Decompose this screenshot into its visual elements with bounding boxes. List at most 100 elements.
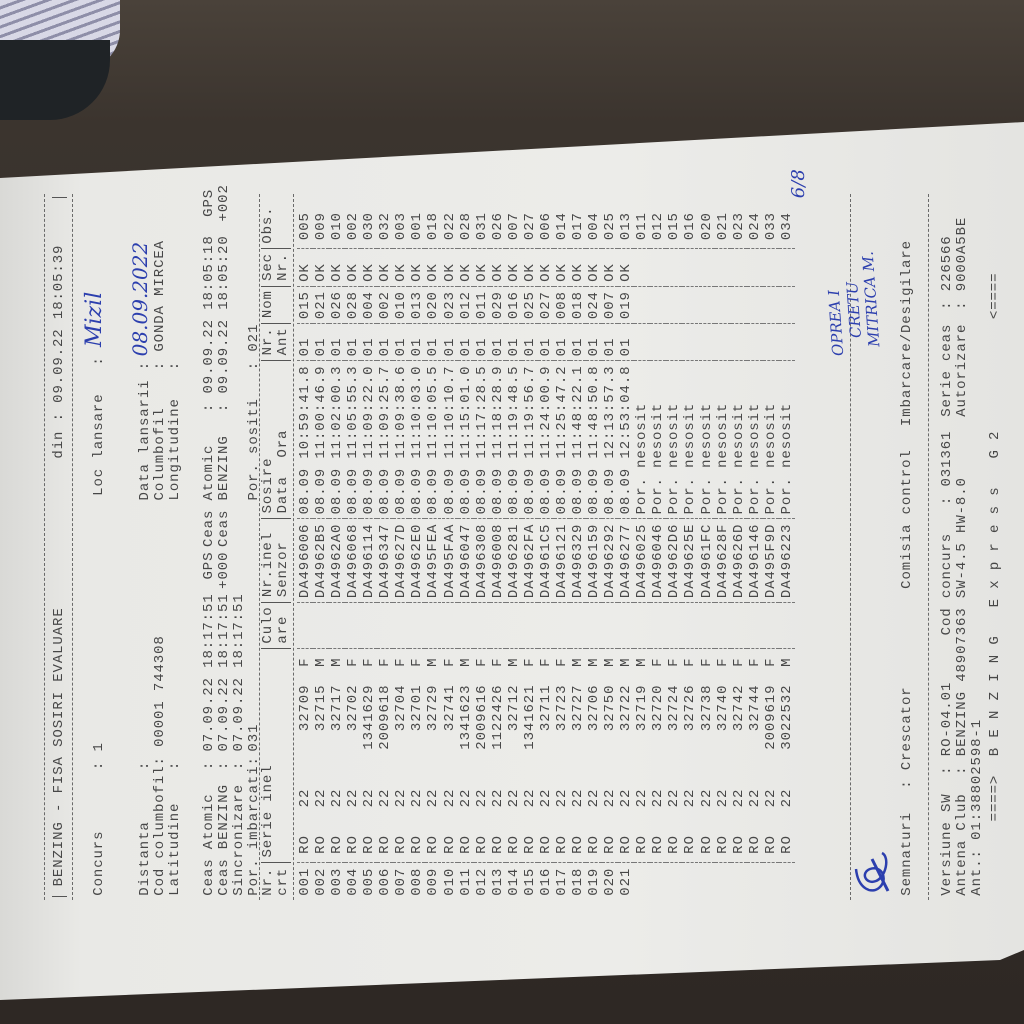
comisia-label: Comisia control [899, 449, 915, 589]
loc-lansare-colon: : [91, 356, 107, 366]
sensor-id: DA496292 [602, 523, 619, 599]
color-cell [489, 601, 506, 650]
observation: 009 [313, 212, 330, 241]
pigeon-sex: F [345, 657, 362, 667]
ring-year: 22 [473, 788, 490, 808]
pigeon-sex: F [714, 657, 731, 667]
table-header: Nr. crt Serie inel Culo are Nr.inel Senzor Sosi… [260, 145, 293, 905]
pigeon-sex: F [537, 657, 554, 667]
security-status: OK [570, 263, 587, 282]
arrival-time: 08.09 11:25:47.2 [553, 365, 570, 515]
divider [52, 895, 67, 897]
security-status: OK [586, 263, 603, 282]
observation: 031 [473, 212, 490, 241]
ring-number: 32701 [409, 684, 426, 732]
ring-country: RO [505, 835, 522, 854]
color-cell [329, 601, 346, 650]
sensor-id: DA4962FA [521, 523, 538, 599]
sensor-id: DA495F9D [762, 523, 779, 599]
column-header: Sec Nr. [260, 243, 291, 287]
table-row: RO 22 32720 F DA496046 Por. nesosit 012 [650, 145, 667, 905]
observation: 020 [698, 212, 715, 241]
ring-country: RO [570, 835, 587, 854]
ceas-benzing2-flag: +002 [216, 184, 232, 222]
loc-lansare-label: Loc lansare [91, 393, 107, 496]
imbarcare-label: Imbarcare/Desigilare [899, 240, 915, 427]
column-header-line1: Nr. [260, 867, 276, 896]
column-header-line2: crt [275, 867, 291, 896]
sensor-id: DA4962B5 [313, 523, 330, 599]
ring-number: 1341621 [521, 684, 538, 750]
color-cell [634, 601, 651, 650]
row-number: 014 [505, 867, 522, 896]
observation: 030 [361, 212, 378, 241]
ring-year: 22 [377, 788, 394, 808]
color-cell [714, 601, 731, 650]
security-status [634, 249, 650, 282]
sensor-id: DA496068 [345, 523, 362, 599]
antenna-number: 01 [521, 337, 538, 357]
columbofil-label: Columbofil [152, 407, 168, 501]
semnaturi-label: Semnaturi [899, 811, 915, 896]
ring-number: 32750 [602, 684, 619, 732]
security-status [650, 249, 666, 282]
ring-country: RO [489, 835, 506, 854]
table-row: 020 RO 22 32750 M DA496292 08.09 12:13:57.3 01 0… [602, 145, 619, 905]
security-status [779, 249, 795, 282]
ring-number: 2009619 [762, 684, 779, 750]
antenna-number [682, 328, 698, 356]
table-row: 008 RO 22 32701 F DA4962E0 08.09 11:10:03.0 01 0… [409, 145, 426, 905]
nom-number: 010 [393, 291, 410, 320]
observation: 023 [730, 212, 747, 241]
ring-country: RO [650, 835, 667, 854]
security-status: OK [377, 263, 394, 282]
row-number [747, 868, 763, 896]
sensor-id: DA49626D [730, 523, 747, 599]
ring-country: RO [393, 835, 410, 854]
antenna-number [731, 328, 747, 356]
table-row: 005 RO 22 1341629 F DA496114 08.09 11:09:22.0 0… [361, 145, 378, 905]
column-header-line2: Data Ora [275, 429, 291, 514]
ceas-atomic-flag: GPS [201, 551, 217, 580]
sensor-id: DA496308 [473, 523, 490, 599]
observation: 014 [553, 212, 570, 241]
row-number [650, 868, 666, 896]
pigeon-sex: M [457, 657, 474, 667]
ring-number: 1341629 [361, 684, 378, 750]
antenna-number: 01 [313, 337, 330, 357]
color-cell [762, 601, 779, 650]
row-number: 006 [377, 867, 394, 896]
arrival-time: 08.09 12:53:04.8 [618, 365, 635, 515]
column-header: Nr. Ant [260, 318, 291, 361]
ring-number: 32742 [730, 684, 747, 732]
color-cell [553, 601, 570, 650]
arrival-time: 08.09 11:02:00.3 [329, 365, 346, 515]
sensor-id: DA49628F [714, 523, 731, 599]
nom-number: 020 [425, 291, 442, 320]
color-cell [570, 601, 587, 650]
sensor-id: DA496006 [297, 523, 313, 599]
arrival-time: Por. nesosit [778, 402, 795, 515]
ring-number: 32717 [329, 684, 346, 732]
ring-year: 22 [762, 788, 779, 808]
color-cell [730, 601, 747, 650]
ring-number: 32720 [650, 684, 667, 732]
observation: 024 [746, 212, 763, 241]
table-row: 016 RO 22 32711 F DA4961C5 08.09 11:24:00.9 01 0… [537, 145, 554, 905]
observation: 027 [521, 212, 538, 241]
ring-number: 32744 [746, 684, 763, 732]
antena-label: Antena Club [954, 793, 970, 896]
color-cell [457, 601, 474, 650]
ring-year: 22 [650, 788, 667, 808]
ring-country: RO [313, 835, 330, 854]
antenna-number: 01 [537, 337, 554, 357]
observation: 005 [297, 212, 313, 241]
nom-number: 002 [377, 291, 394, 320]
ring-country: RO [441, 835, 458, 854]
sensor-id: DA4961FC [698, 523, 715, 599]
antenna-number: 01 [361, 337, 378, 357]
columbofil-value: : GONDA MIRCEA [152, 240, 168, 371]
ring-number: 2009618 [377, 684, 394, 750]
ceas-benzing-flag: +000 [216, 551, 232, 589]
sincronizare-label: Sincronizare [231, 784, 247, 896]
